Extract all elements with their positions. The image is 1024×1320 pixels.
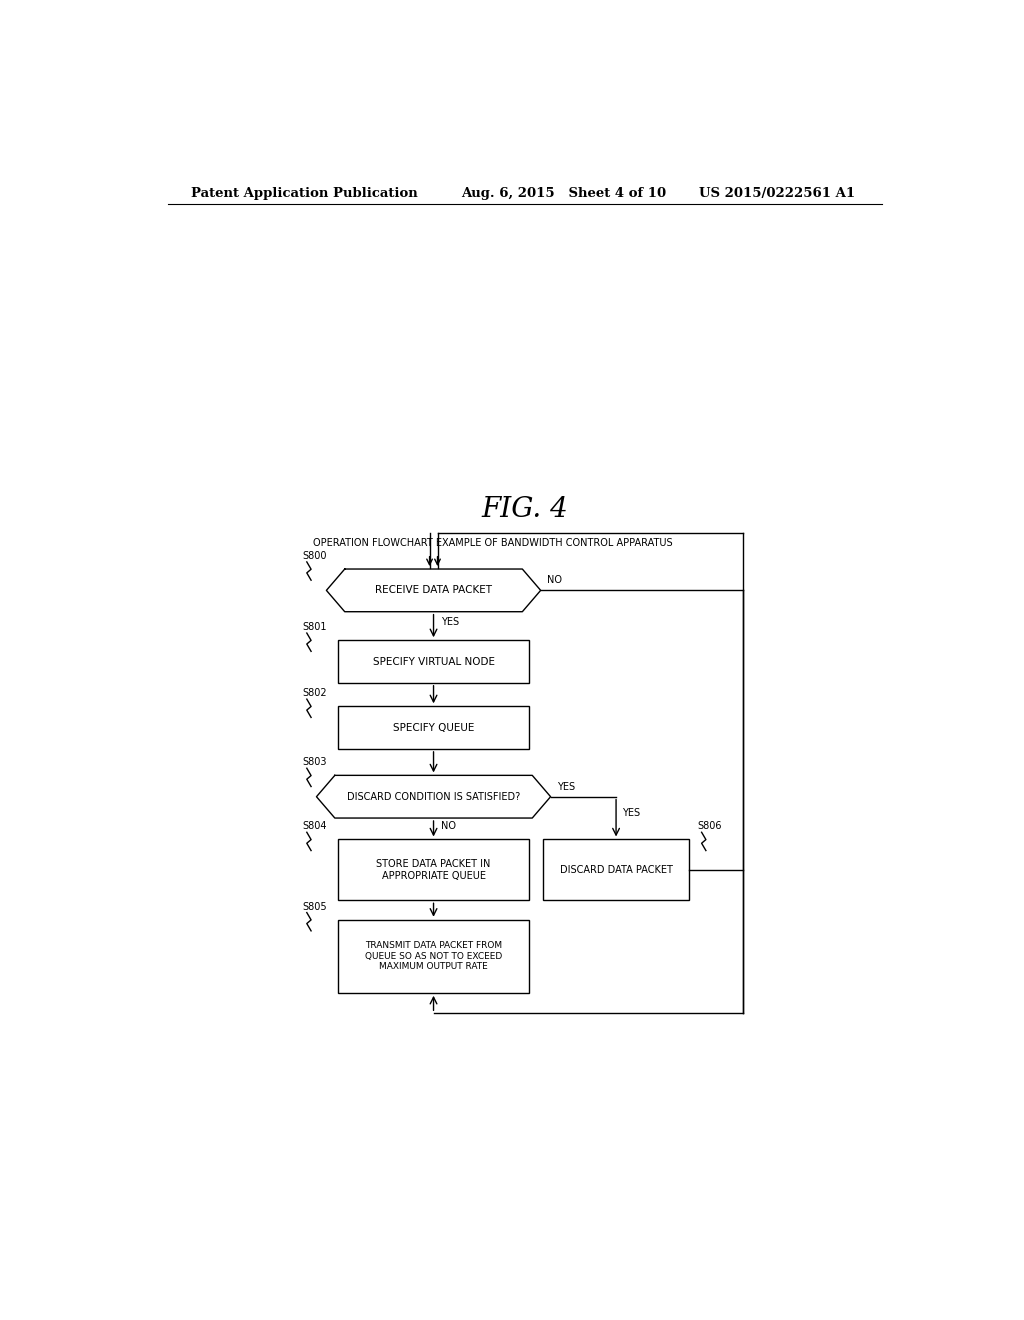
Text: Aug. 6, 2015   Sheet 4 of 10: Aug. 6, 2015 Sheet 4 of 10	[461, 187, 667, 201]
Text: NO: NO	[547, 576, 562, 585]
Text: YES: YES	[557, 781, 575, 792]
Text: FIG. 4: FIG. 4	[481, 495, 568, 523]
Text: DISCARD DATA PACKET: DISCARD DATA PACKET	[560, 865, 673, 875]
Text: S803: S803	[303, 758, 327, 767]
Text: S804: S804	[303, 821, 327, 832]
Text: YES: YES	[441, 616, 460, 627]
Text: RECEIVE DATA PACKET: RECEIVE DATA PACKET	[375, 585, 493, 595]
FancyBboxPatch shape	[338, 640, 528, 682]
FancyBboxPatch shape	[338, 840, 528, 900]
FancyBboxPatch shape	[338, 706, 528, 748]
Text: S801: S801	[303, 622, 327, 632]
Text: US 2015/0222561 A1: US 2015/0222561 A1	[699, 187, 855, 201]
FancyBboxPatch shape	[338, 920, 528, 993]
FancyBboxPatch shape	[543, 840, 689, 900]
Text: NO: NO	[441, 821, 457, 830]
Text: S800: S800	[303, 550, 327, 561]
Text: YES: YES	[623, 808, 641, 818]
Text: S805: S805	[303, 902, 328, 912]
Text: SPECIFY QUEUE: SPECIFY QUEUE	[393, 722, 474, 733]
Polygon shape	[327, 569, 541, 611]
Text: TRANSMIT DATA PACKET FROM
QUEUE SO AS NOT TO EXCEED
MAXIMUM OUTPUT RATE: TRANSMIT DATA PACKET FROM QUEUE SO AS NO…	[365, 941, 502, 972]
Text: DISCARD CONDITION IS SATISFIED?: DISCARD CONDITION IS SATISFIED?	[347, 792, 520, 801]
Text: Patent Application Publication: Patent Application Publication	[191, 187, 418, 201]
Text: OPERATION FLOWCHART EXAMPLE OF BANDWIDTH CONTROL APPARATUS: OPERATION FLOWCHART EXAMPLE OF BANDWIDTH…	[313, 537, 673, 548]
Text: SPECIFY VIRTUAL NODE: SPECIFY VIRTUAL NODE	[373, 656, 495, 667]
Text: S802: S802	[303, 688, 328, 698]
Polygon shape	[316, 775, 551, 818]
Text: S806: S806	[697, 821, 722, 832]
Text: STORE DATA PACKET IN
APPROPRIATE QUEUE: STORE DATA PACKET IN APPROPRIATE QUEUE	[377, 859, 490, 880]
